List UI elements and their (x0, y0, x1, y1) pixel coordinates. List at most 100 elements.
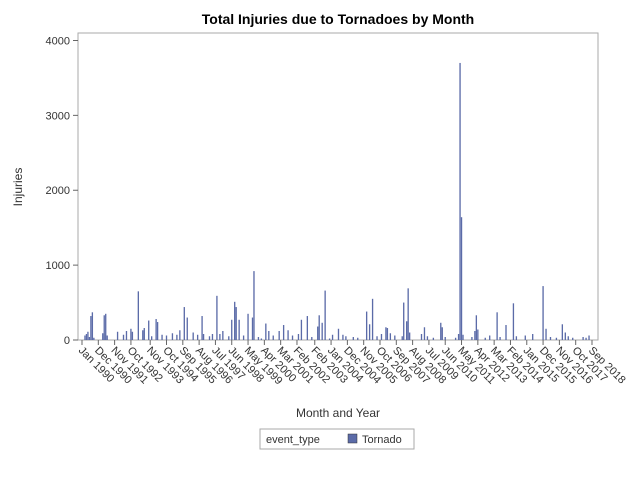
bar-2002-03 (297, 334, 300, 340)
bar-1993-03 (137, 291, 139, 340)
bar-2012-12 (489, 335, 491, 340)
bar-1993-12 (151, 336, 153, 340)
bar-1997-10 (219, 334, 221, 340)
bar-2016-05 (549, 337, 552, 340)
bar-2008-01 (401, 336, 403, 340)
bar-1991-05 (105, 313, 107, 340)
bar-2003-04 (317, 326, 319, 340)
legend-frame (259, 428, 415, 450)
bar-2006-01 (365, 311, 368, 340)
bar-2001-02 (278, 331, 280, 340)
bar-2008-06 (408, 332, 411, 340)
bar-1990-04 (85, 334, 88, 340)
bar-series-tornado (84, 62, 590, 340)
y-tick-label: 3000 (46, 110, 70, 122)
bar-2008-02 (403, 302, 405, 340)
bar-1994-03 (155, 319, 157, 340)
bar-2006-08 (376, 336, 378, 340)
bar-1999-12 (257, 337, 260, 340)
bar-1996-11 (202, 334, 205, 340)
bar-2003-07 (321, 322, 323, 340)
bar-1998-06 (231, 319, 233, 340)
bar-2012-03 (475, 315, 478, 340)
bar-2017-03 (564, 332, 566, 340)
legend-swatch-tornado (347, 433, 358, 444)
bar-2000-02 (260, 338, 263, 340)
bar-1990-06 (88, 337, 91, 340)
bar-2008-05 (407, 288, 409, 340)
bar-1991-06 (106, 335, 108, 340)
bar-1994-07 (161, 334, 163, 340)
bar-2007-03 (386, 328, 389, 340)
bar-2011-03 (457, 334, 460, 340)
bar-1998-08 (234, 301, 236, 340)
bar-2001-05 (282, 325, 285, 340)
bar-1993-06 (142, 330, 144, 340)
bar-1990-05 (87, 331, 89, 340)
bar-1994-10 (165, 335, 168, 340)
bar-2009-10 (432, 337, 435, 340)
bar-1992-01 (116, 331, 119, 340)
legend: event_type Tornado (259, 428, 415, 450)
bar-2014-12 (524, 335, 526, 340)
bar-2003-12 (328, 338, 331, 340)
bar-1995-10 (183, 307, 185, 340)
x-axis-title: Month and Year (296, 406, 380, 420)
bar-2009-06 (426, 336, 429, 340)
bar-1990-08 (91, 312, 94, 340)
bar-2005-04 (352, 337, 354, 340)
bar-1997-03 (208, 336, 211, 340)
bar-2000-07 (268, 331, 270, 340)
bar-2011-04 (459, 62, 461, 340)
bar-1996-10 (201, 316, 203, 340)
bar-2002-09 (306, 316, 309, 340)
bar-2016-09 (555, 337, 558, 340)
bar-2009-04 (423, 327, 426, 340)
bar-2013-05 (496, 312, 498, 340)
bar-2015-05 (532, 334, 534, 340)
bar-2017-08 (572, 337, 574, 340)
bar-1999-09 (253, 271, 255, 340)
bar-1994-04 (156, 322, 159, 340)
bar-1996-04 (192, 332, 194, 340)
bar-2002-12 (311, 337, 313, 340)
bar-2006-11 (380, 334, 383, 340)
bar-2003-09 (324, 290, 326, 340)
bar-2004-06 (337, 328, 340, 340)
bar-1995-07 (179, 330, 181, 340)
bar-1998-04 (228, 336, 230, 340)
bar-2004-09 (342, 334, 344, 340)
bar-1991-03 (102, 333, 104, 340)
y-tick-label: 4000 (46, 35, 70, 47)
bar-2009-02 (420, 334, 423, 340)
bar-1999-08 (251, 317, 254, 340)
bar-1993-07 (143, 328, 145, 340)
bar-2013-07 (499, 337, 501, 340)
bar-1990-03 (84, 335, 86, 340)
bar-2002-05 (300, 319, 303, 340)
bar-2003-05 (318, 315, 320, 340)
bar-1995-12 (186, 317, 188, 340)
bar-2001-08 (287, 330, 289, 340)
bar-2018-03 (582, 337, 584, 340)
bar-2001-11 (291, 335, 294, 340)
bar-1992-10 (130, 328, 132, 340)
bar-1990-09 (93, 337, 95, 340)
bar-1992-07 (125, 331, 128, 340)
bar-2007-05 (389, 333, 392, 340)
bar-1993-10 (148, 320, 150, 340)
legend-title: event_type (266, 434, 320, 446)
bar-1995-02 (171, 333, 174, 340)
bar-1999-05 (247, 313, 249, 340)
bar-2015-12 (542, 286, 544, 340)
bar-2018-05 (585, 337, 587, 340)
bar-2004-02 (331, 334, 334, 340)
bar-2012-09 (484, 337, 486, 340)
bar-1995-05 (176, 334, 178, 340)
y-axis: 0 1000 2000 3000 4000 (46, 35, 78, 347)
bar-1997-05 (211, 334, 214, 340)
bar-2017-01 (561, 324, 564, 340)
